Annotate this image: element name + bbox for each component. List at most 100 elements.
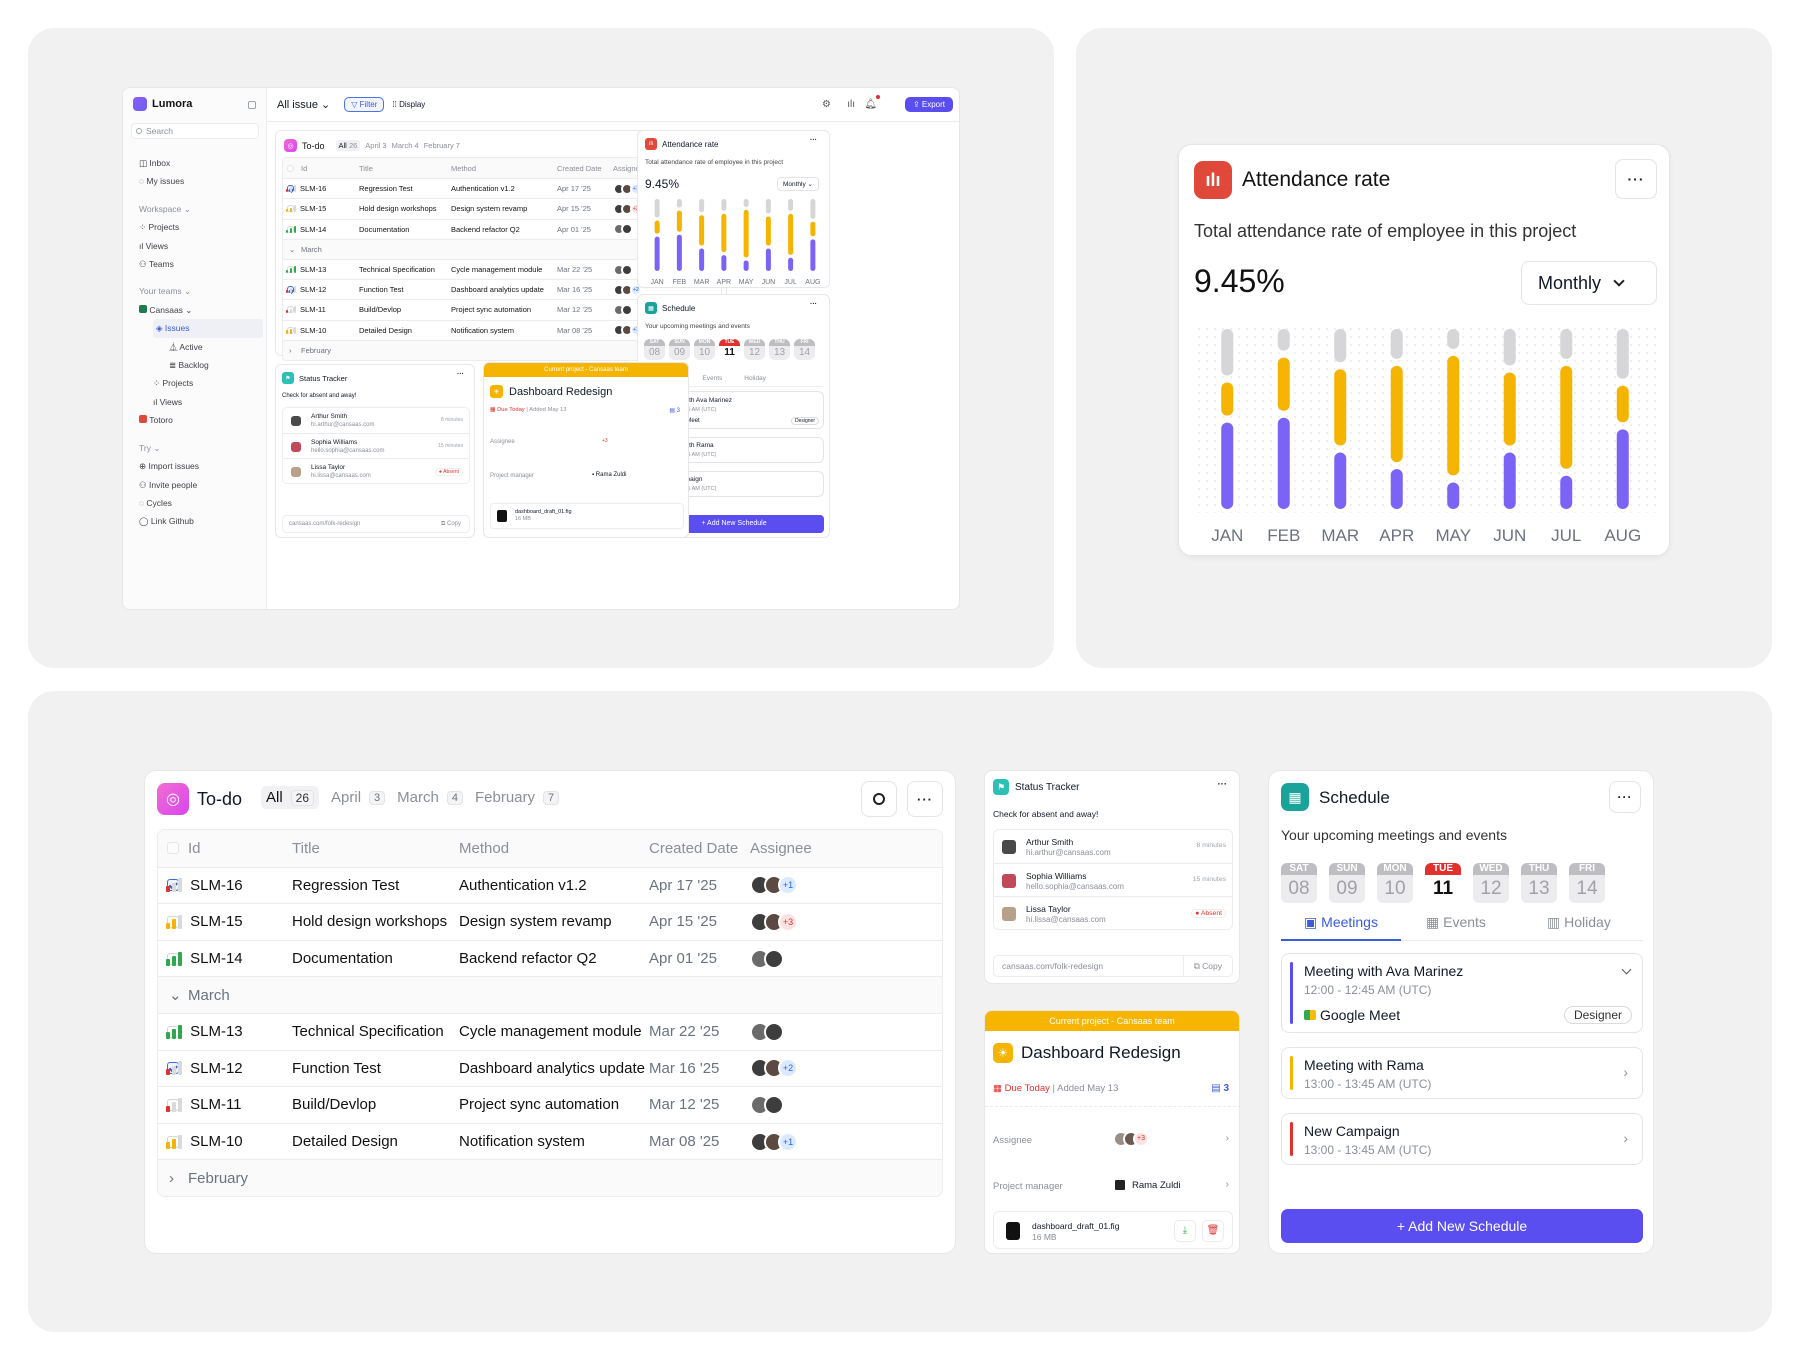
table-row[interactable]: SLM-14 Documentation Backend refactor Q2 Ap… (158, 939, 942, 977)
day-fri[interactable]: FRI 14 (1569, 863, 1605, 903)
chart-icon[interactable]: ılı (847, 99, 855, 110)
attendance-more-button[interactable]: ··· (1615, 159, 1657, 199)
meeting-rama-chevron-icon[interactable]: › (1623, 1064, 1628, 1080)
table-row[interactable]: SLM-10 Detailed Design Notification system… (283, 319, 721, 340)
day-thu[interactable]: THU 13 (1521, 863, 1557, 903)
day-wed[interactable]: WED 12 (744, 339, 765, 360)
column-header-title[interactable]: Title (292, 839, 320, 857)
person-row[interactable]: Lissa Taylor hi.lissa@cansaas.com ● Absent (283, 458, 469, 483)
sidebar-item-invite[interactable]: ⚇ Invite people (139, 479, 198, 490)
download-icon[interactable]: ⤓ (1174, 1220, 1196, 1242)
add-schedule-button[interactable]: + Add New Schedule (1281, 1209, 1643, 1243)
assignee-avatars[interactable]: +3 (1113, 1131, 1149, 1147)
sidebar-item-team-views[interactable]: ıl Views (153, 396, 183, 407)
delete-icon[interactable]: 🗑︎ (1202, 1220, 1224, 1242)
assignee-avatars[interactable] (750, 1021, 784, 1042)
sidebar-item-inbox[interactable]: ◫ Inbox (139, 158, 171, 168)
tab-meetings[interactable]: ▣ Meetings (1281, 911, 1401, 941)
filter-button[interactable]: ▽ Filter (344, 97, 385, 112)
person-row[interactable]: Lissa Taylor hi.lissa@cansaas.com ● Absent (994, 896, 1232, 929)
table-row[interactable]: SLM-10 Detailed Design Notification system… (158, 1122, 942, 1160)
day-fri[interactable]: FRI 14 (794, 339, 815, 360)
person-row[interactable]: Arthur Smith hi.arthur@cansaas.com 8 minut… (283, 408, 469, 433)
sidebar-item-teams[interactable]: ⚇ Teams (139, 259, 174, 270)
table-row[interactable]: SLM-14 Documentation Backend refactor Q2 Ap… (283, 218, 721, 239)
day-sun[interactable]: SUN 09 (669, 339, 690, 360)
table-row[interactable]: SLM-13 Technical Specification Cycle manag… (283, 258, 721, 279)
mini-period-select[interactable]: Monthly ⌄ (776, 177, 819, 191)
pm-chevron-icon[interactable]: › (1225, 1179, 1229, 1190)
assignee-avatars[interactable]: +3 (750, 911, 798, 932)
copy-button[interactable]: ⧉ Copy (1182, 956, 1232, 976)
schedule-more-button[interactable]: ··· (1609, 781, 1641, 813)
new-campaign-chevron-icon[interactable]: › (1623, 1130, 1628, 1146)
assignee-avatars[interactable] (613, 223, 634, 236)
display-button[interactable]: ⁞⁞ Display (392, 100, 426, 109)
meeting-ava[interactable]: Meeting with Ava Marinez 12:00 - 12:45 A… (1281, 953, 1643, 1033)
sidebar-item-active[interactable]: ⏅ Active (169, 341, 203, 352)
table-row[interactable]: SLM-12 Function Test Dashboard analytics u… (283, 279, 721, 299)
sidebar-item-totoro[interactable]: Totoro (139, 411, 263, 429)
mini-status-more[interactable]: ··· (457, 371, 464, 378)
mini-add-schedule-button[interactable]: + Add New Schedule (644, 515, 824, 533)
table-row[interactable]: SLM-16 Regression Test Authentication v1.2… (283, 178, 721, 198)
group-header[interactable]: ⌄ March (158, 976, 942, 1013)
tab-march[interactable]: March 4 (397, 789, 463, 806)
table-row[interactable]: SLM-12 Function Test Dashboard analytics u… (158, 1049, 942, 1087)
assignee-avatars[interactable] (613, 303, 634, 316)
share-link-field[interactable]: cansaas.com/folk-redesign ⧉ Copy (993, 955, 1233, 977)
meeting-ava-chevron-icon[interactable] (1621, 964, 1632, 975)
tab-april[interactable]: April 3 (331, 789, 386, 806)
your-teams-heading[interactable]: Your teams ⌄ (139, 286, 192, 297)
day-sun[interactable]: SUN 09 (1329, 863, 1365, 903)
mini-tab-all[interactable]: All 26 (335, 140, 361, 151)
select-all-checkbox[interactable] (287, 164, 294, 172)
mini-tab-march[interactable]: March 4 (391, 141, 419, 150)
mini-attendance-more[interactable]: ··· (810, 137, 817, 144)
mini-tab-april[interactable]: April 3 (365, 141, 387, 150)
sidebar-item-backlog[interactable]: ≣ Backlog (169, 360, 209, 371)
sidebar-item-my-issues[interactable]: ◌ My issues (139, 176, 185, 187)
status-more-button[interactable]: ··· (1217, 779, 1228, 790)
sidebar-item-cycles[interactable]: ◌ Cycles (139, 497, 172, 508)
person-row[interactable]: Arthur Smith hi.arthur@cansaas.com 8 minut… (994, 830, 1232, 863)
mini-tab-february[interactable]: February 7 (423, 141, 460, 150)
assignee-avatars[interactable] (750, 1094, 784, 1115)
google-meet-link[interactable]: Google Meet (1304, 1007, 1400, 1023)
column-header-id[interactable]: Id (301, 163, 308, 173)
view-selector[interactable]: All issue ⌄ (277, 99, 331, 111)
mini-copy-button[interactable]: ⧉ Copy (441, 520, 461, 527)
day-sat[interactable]: SAT 08 (644, 339, 665, 360)
column-header-title[interactable]: Title (359, 163, 373, 173)
bell-icon[interactable]: 🔔︎ (864, 99, 877, 110)
tab-holiday[interactable]: ▥ Holiday (1547, 914, 1611, 930)
group-header[interactable]: ⌄ March (283, 238, 721, 259)
group-header[interactable]: › February (283, 339, 721, 360)
column-header-id[interactable]: Id (188, 839, 201, 857)
todo-more-button[interactable]: ··· (907, 781, 943, 817)
sidebar-item-issues[interactable]: ◈ Issues (153, 319, 263, 338)
period-select[interactable]: Monthly (1521, 261, 1657, 305)
meeting-rama[interactable]: Meeting with Rama 13:00 - 13:45 AM (UTC)… (1281, 1047, 1643, 1099)
column-header-method[interactable]: Method (451, 163, 477, 173)
workspace-heading[interactable]: Workspace ⌄ (139, 203, 191, 214)
column-header-date[interactable]: Created Date (649, 839, 739, 857)
column-header-date[interactable]: Created Date (557, 163, 602, 173)
person-row[interactable]: Sophia Williams hello.sophia@cansaas.com 1… (994, 863, 1232, 896)
export-button[interactable]: ⇪ Export (904, 97, 953, 112)
sidebar-item-cansaas[interactable]: Cansaas ⌄ (139, 301, 263, 319)
sidebar-collapse-icon[interactable] (248, 101, 256, 109)
day-tue[interactable]: TUE 11 (719, 339, 740, 360)
select-all-checkbox[interactable] (167, 842, 179, 855)
mini-file-row[interactable]: dashboard_draft_01.fig 16 MB (490, 503, 684, 529)
try-heading[interactable]: Try ⌄ (139, 442, 161, 453)
day-sat[interactable]: SAT 08 (1281, 863, 1317, 903)
day-mon[interactable]: MON 10 (694, 339, 715, 360)
table-row[interactable]: SLM-11 Build/Devlop Project sync automatio… (283, 299, 721, 319)
table-row[interactable]: SLM-11 Build/Devlop Project sync automatio… (158, 1086, 942, 1123)
file-attachment[interactable]: dashboard_draft_01.fig 16 MB ⤓ 🗑︎ (993, 1211, 1233, 1249)
day-thu[interactable]: THU 13 (769, 339, 790, 360)
person-row[interactable]: Sophia Williams hello.sophia@cansaas.com 1… (283, 433, 469, 458)
sidebar-item-import[interactable]: ⊕ Import issues (139, 461, 200, 472)
tab-february[interactable]: February 7 (475, 789, 560, 806)
